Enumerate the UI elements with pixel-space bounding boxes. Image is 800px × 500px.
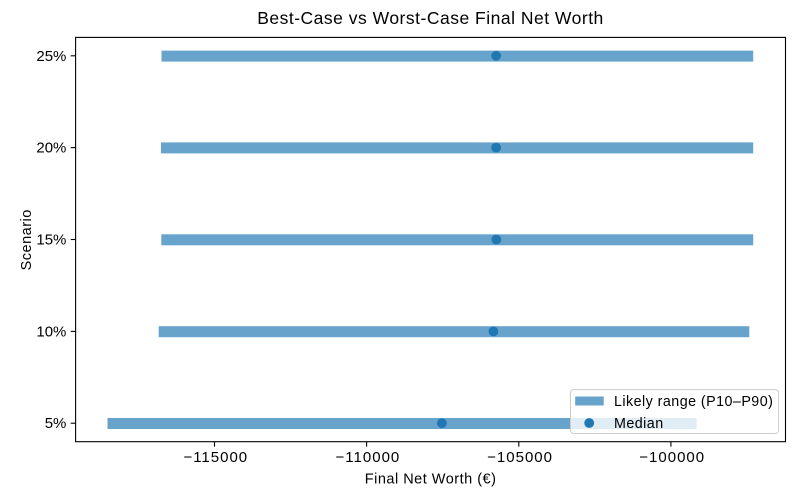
svg-text:Best-Case vs Worst-Case Final: Best-Case vs Worst-Case Final Net Worth xyxy=(257,8,604,28)
svg-text:Median: Median xyxy=(614,416,664,432)
svg-text:−105000: −105000 xyxy=(487,449,553,466)
svg-text:Final Net Worth (€): Final Net Worth (€) xyxy=(365,471,497,487)
svg-text:−110000: −110000 xyxy=(336,449,401,466)
svg-text:Likely range (P10–P90): Likely range (P10–P90) xyxy=(614,394,773,410)
svg-text:15%: 15% xyxy=(36,232,66,249)
svg-text:5%: 5% xyxy=(45,415,67,432)
svg-text:25%: 25% xyxy=(36,48,66,65)
svg-text:10%: 10% xyxy=(36,323,66,340)
svg-text:−115000: −115000 xyxy=(183,449,248,466)
svg-text:−100000: −100000 xyxy=(639,449,705,466)
svg-text:20%: 20% xyxy=(36,140,66,157)
svg-text:Scenario: Scenario xyxy=(19,209,35,270)
